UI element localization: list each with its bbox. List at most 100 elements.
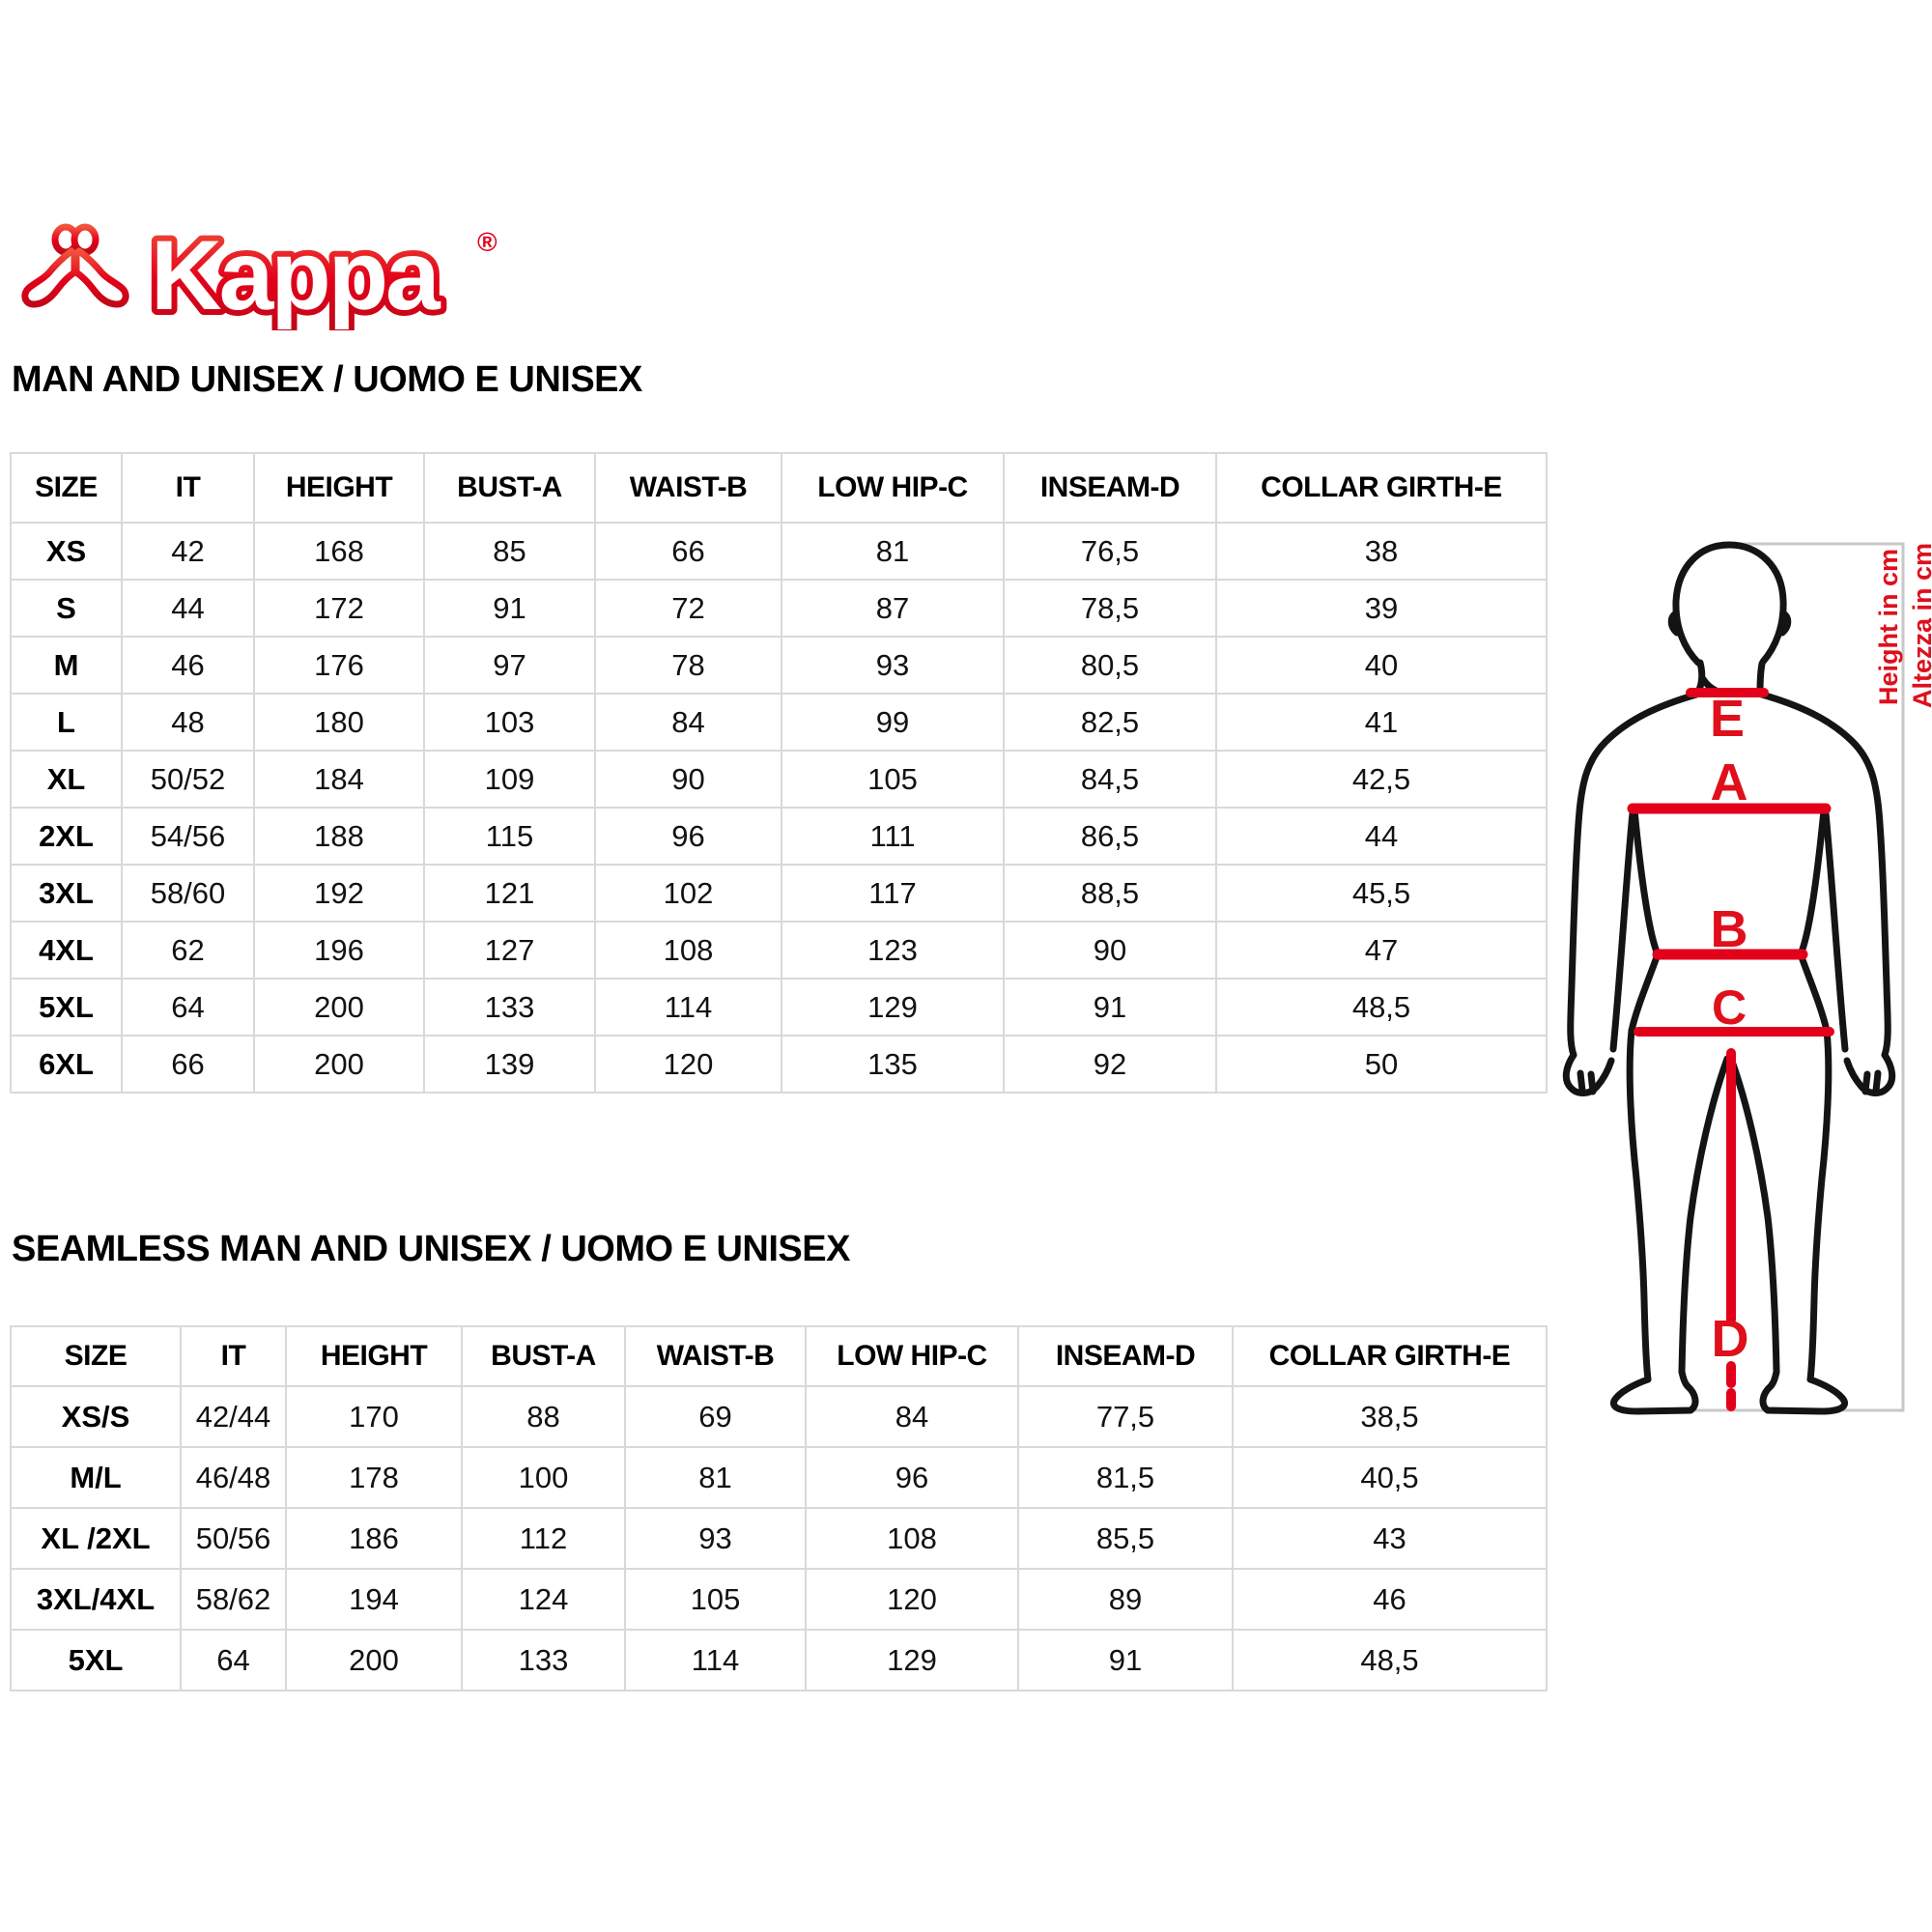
kappa-logo-graphic: Kappa ® bbox=[21, 214, 497, 336]
value-cell: 40,5 bbox=[1232, 1446, 1548, 1509]
column-header: COLLAR GIRTH-E bbox=[1232, 1325, 1548, 1387]
value-cell: 89 bbox=[1017, 1568, 1234, 1631]
value-cell: 78,5 bbox=[1003, 579, 1217, 638]
value-cell: 200 bbox=[253, 1035, 425, 1094]
value-cell: 109 bbox=[423, 750, 596, 809]
label-inseam-d: D bbox=[1712, 1310, 1749, 1368]
value-cell: 91 bbox=[1003, 978, 1217, 1037]
value-cell: 178 bbox=[285, 1446, 463, 1509]
value-cell: 42 bbox=[121, 522, 255, 581]
value-cell: 108 bbox=[805, 1507, 1019, 1570]
value-cell: 43 bbox=[1232, 1507, 1548, 1570]
value-cell: 170 bbox=[285, 1385, 463, 1448]
size-cell: 5XL bbox=[10, 978, 123, 1037]
value-cell: 100 bbox=[461, 1446, 626, 1509]
size-cell: S bbox=[10, 579, 123, 638]
height-note-it: Altezza in cm bbox=[1908, 543, 1932, 708]
value-cell: 72 bbox=[594, 579, 782, 638]
value-cell: 99 bbox=[781, 693, 1005, 752]
column-header: SIZE bbox=[10, 452, 123, 524]
value-cell: 127 bbox=[423, 921, 596, 980]
label-waist-b: B bbox=[1711, 900, 1748, 958]
size-cell: 3XL/4XL bbox=[10, 1568, 182, 1631]
value-cell: 129 bbox=[805, 1629, 1019, 1691]
table-row: 4XL 62 196 127 108 123 90 47 bbox=[10, 921, 1548, 980]
value-cell: 176 bbox=[253, 636, 425, 695]
value-cell: 69 bbox=[624, 1385, 807, 1448]
size-table-man-unisex: SIZE IT HEIGHT BUST-A WAIST-B LOW HIP-C INSEAM… bbox=[10, 452, 1548, 1094]
table-row: XS/S 42/44 170 88 69 84 77,5 38,5 bbox=[10, 1385, 1548, 1448]
value-cell: 62 bbox=[121, 921, 255, 980]
value-cell: 115 bbox=[423, 807, 596, 866]
value-cell: 188 bbox=[253, 807, 425, 866]
value-cell: 84,5 bbox=[1003, 750, 1217, 809]
value-cell: 184 bbox=[253, 750, 425, 809]
kappa-omini-icon bbox=[21, 223, 126, 308]
value-cell: 139 bbox=[423, 1035, 596, 1094]
value-cell: 38 bbox=[1215, 522, 1548, 581]
section-title-seamless: SEAMLESS MAN AND UNISEX / UOMO E UNISEX bbox=[12, 1229, 850, 1269]
size-cell: 4XL bbox=[10, 921, 123, 980]
value-cell: 93 bbox=[624, 1507, 807, 1570]
value-cell: 81 bbox=[781, 522, 1005, 581]
value-cell: 42,5 bbox=[1215, 750, 1548, 809]
table-row: S 44 172 91 72 87 78,5 39 bbox=[10, 579, 1548, 638]
value-cell: 192 bbox=[253, 864, 425, 923]
value-cell: 117 bbox=[781, 864, 1005, 923]
value-cell: 84 bbox=[805, 1385, 1019, 1448]
value-cell: 66 bbox=[594, 522, 782, 581]
value-cell: 186 bbox=[285, 1507, 463, 1570]
column-header: SIZE bbox=[10, 1325, 182, 1387]
value-cell: 90 bbox=[594, 750, 782, 809]
value-cell: 44 bbox=[121, 579, 255, 638]
section-title-man-unisex: MAN AND UNISEX / UOMO E UNISEX bbox=[12, 359, 642, 400]
value-cell: 46 bbox=[121, 636, 255, 695]
value-cell: 50 bbox=[1215, 1035, 1548, 1094]
table-row: 3XL 58/60 192 121 102 117 88,5 45,5 bbox=[10, 864, 1548, 923]
value-cell: 58/62 bbox=[180, 1568, 287, 1631]
value-cell: 50/52 bbox=[121, 750, 255, 809]
value-cell: 90 bbox=[1003, 921, 1217, 980]
value-cell: 123 bbox=[781, 921, 1005, 980]
value-cell: 45,5 bbox=[1215, 864, 1548, 923]
size-cell: M/L bbox=[10, 1446, 182, 1509]
value-cell: 105 bbox=[624, 1568, 807, 1631]
value-cell: 44 bbox=[1215, 807, 1548, 866]
registered-mark: ® bbox=[477, 227, 497, 257]
value-cell: 87 bbox=[781, 579, 1005, 638]
value-cell: 97 bbox=[423, 636, 596, 695]
value-cell: 48,5 bbox=[1232, 1629, 1548, 1691]
table-row: 5XL 64 200 133 114 129 91 48,5 bbox=[10, 978, 1548, 1037]
table-row: L 48 180 103 84 99 82,5 41 bbox=[10, 693, 1548, 752]
size-cell: 2XL bbox=[10, 807, 123, 866]
table-row: XL 50/52 184 109 90 105 84,5 42,5 bbox=[10, 750, 1548, 809]
table-row: M 46 176 97 78 93 80,5 40 bbox=[10, 636, 1548, 695]
value-cell: 39 bbox=[1215, 579, 1548, 638]
size-table-seamless: SIZE IT HEIGHT BUST-A WAIST-B LOW HIP-C INSEAM… bbox=[10, 1325, 1548, 1691]
value-cell: 194 bbox=[285, 1568, 463, 1631]
value-cell: 88 bbox=[461, 1385, 626, 1448]
table-row: M/L 46/48 178 100 81 96 81,5 40,5 bbox=[10, 1446, 1548, 1509]
value-cell: 114 bbox=[624, 1629, 807, 1691]
column-header: IT bbox=[180, 1325, 287, 1387]
kappa-logo: Kappa ® bbox=[15, 214, 537, 336]
value-cell: 81,5 bbox=[1017, 1446, 1234, 1509]
height-note-en: Height in cm bbox=[1874, 549, 1903, 705]
column-header: WAIST-B bbox=[624, 1325, 807, 1387]
value-cell: 180 bbox=[253, 693, 425, 752]
kappa-wordmark: Kappa bbox=[151, 220, 441, 330]
value-cell: 46 bbox=[1232, 1568, 1548, 1631]
value-cell: 86,5 bbox=[1003, 807, 1217, 866]
value-cell: 112 bbox=[461, 1507, 626, 1570]
column-header: INSEAM-D bbox=[1017, 1325, 1234, 1387]
size-cell: 5XL bbox=[10, 1629, 182, 1691]
value-cell: 105 bbox=[781, 750, 1005, 809]
value-cell: 196 bbox=[253, 921, 425, 980]
column-header: HEIGHT bbox=[285, 1325, 463, 1387]
value-cell: 133 bbox=[461, 1629, 626, 1691]
column-header: BUST-A bbox=[423, 452, 596, 524]
value-cell: 47 bbox=[1215, 921, 1548, 980]
value-cell: 48,5 bbox=[1215, 978, 1548, 1037]
size-cell: XL bbox=[10, 750, 123, 809]
size-cell: 6XL bbox=[10, 1035, 123, 1094]
